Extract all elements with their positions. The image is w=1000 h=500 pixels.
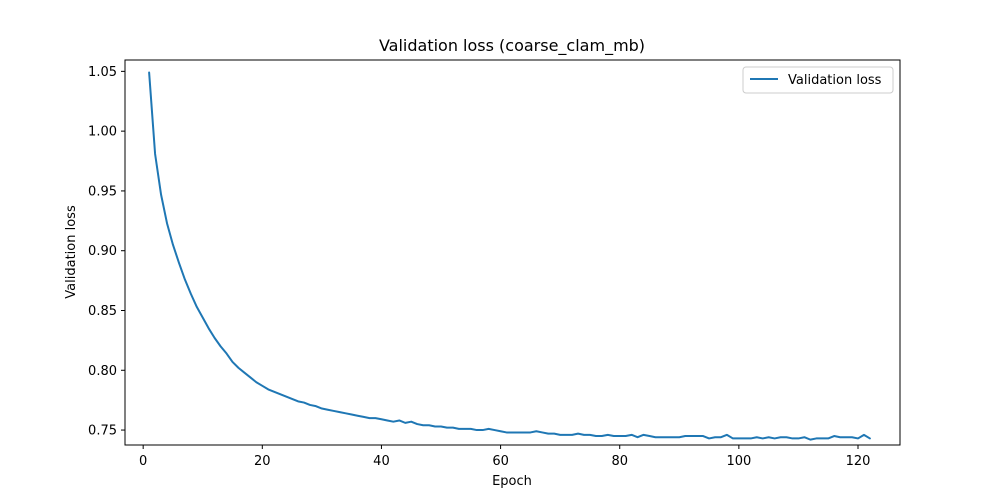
x-tick-label: 20	[254, 454, 271, 469]
x-tick-label: 120	[846, 454, 871, 469]
legend-label-validation-loss: Validation loss	[788, 73, 882, 88]
legend-box	[742, 66, 894, 94]
y-tick-label: 1.00	[88, 125, 117, 140]
x-tick-label: 40	[373, 454, 390, 469]
y-axis: 0.75 0.80 0.85 0.90 0.95 1.00 1.05	[88, 65, 125, 439]
x-axis-title: Epoch	[492, 474, 532, 489]
chart-title: Validation loss (coarse_clam_mb)	[379, 36, 645, 56]
x-tick-label: 100	[726, 454, 751, 469]
y-tick-label: 0.75	[88, 424, 117, 439]
axes-frame	[124, 59, 901, 446]
y-tick-label: 0.95	[88, 184, 117, 199]
x-axis: 0 20 40 60 80 100 120	[139, 445, 870, 469]
y-tick-label: 0.85	[88, 304, 117, 319]
y-axis-title: Validation loss	[64, 205, 79, 299]
series-line-validation-loss	[148, 71, 871, 441]
y-tick-label: 1.05	[88, 65, 117, 80]
series-points	[149, 72, 870, 440]
y-tick-label: 0.80	[88, 364, 117, 379]
series-layer	[148, 71, 871, 441]
y-tick-label: 0.90	[88, 244, 117, 259]
plot-area	[124, 59, 901, 446]
x-tick-label: 0	[139, 454, 147, 469]
x-tick-label: 60	[492, 454, 509, 469]
x-tick-label: 80	[611, 454, 628, 469]
legend[interactable]: Validation loss	[742, 66, 894, 94]
